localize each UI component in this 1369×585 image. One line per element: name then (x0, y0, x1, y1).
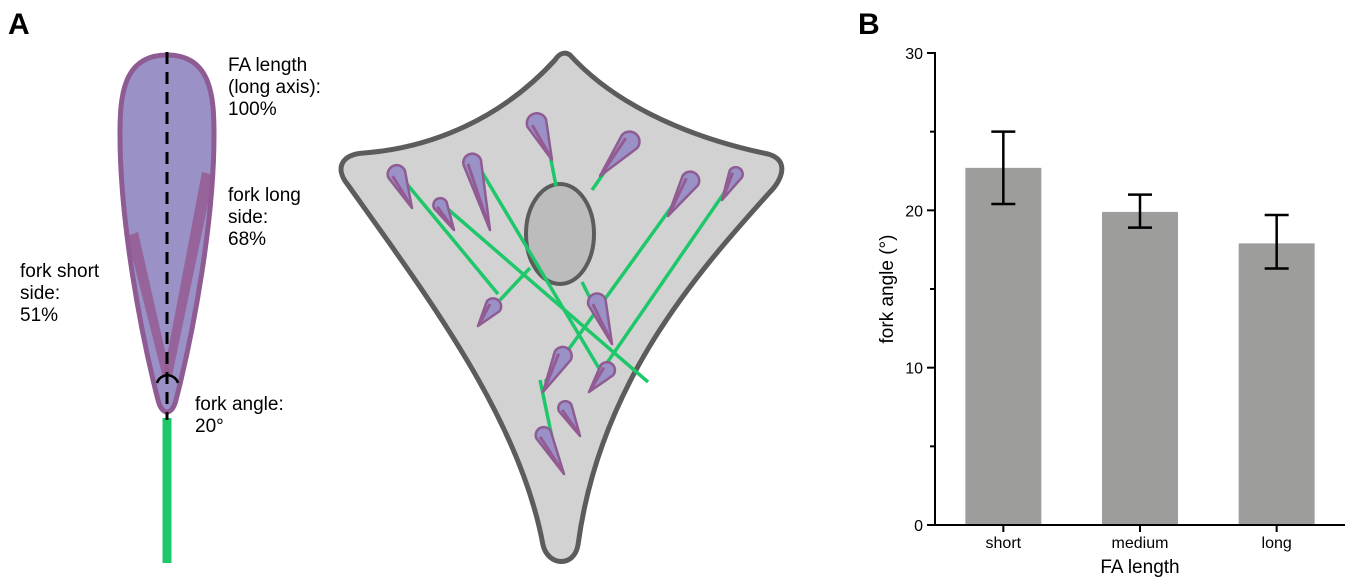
fork-angle-label-1: fork angle: (195, 394, 284, 415)
fa-length-label-2: (long axis): (228, 77, 321, 98)
bars (965, 167, 1315, 525)
focal-adhesion-3 (525, 112, 554, 162)
focal-adhesion-9 (541, 345, 573, 394)
nucleus (524, 182, 596, 286)
y-tick-label-1: 10 (905, 361, 923, 378)
single-focal-adhesion: FA length (long axis): 100% fork long si… (20, 52, 321, 563)
focal-adhesion-8 (586, 292, 614, 346)
focal-adhesion-5 (666, 170, 701, 218)
focal-adhesion-2 (462, 152, 492, 232)
fork-long-label-2: side: (228, 207, 268, 228)
error-bar-short (991, 130, 1016, 206)
focal-adhesion-1 (432, 196, 456, 232)
y-tick-label-3: 30 (905, 46, 923, 63)
x-axis-ticks: short medium long (986, 525, 1292, 552)
panel-label-b: B (858, 8, 880, 41)
stress-fiber-8 (580, 281, 592, 299)
fork-short-label-2: side: (20, 283, 60, 304)
fork-long-label-1: fork long (228, 185, 301, 206)
fork-short-label-3: 51% (20, 305, 58, 326)
fork-long-side (164, 172, 214, 376)
bar-short (965, 167, 1042, 525)
x-tick-label-long: long (1262, 535, 1292, 552)
bar-long (1238, 243, 1315, 525)
focal-adhesion-10 (587, 360, 617, 394)
fork-angle-arc (155, 374, 180, 384)
bar-medium (1102, 211, 1178, 525)
error-bar-medium (1128, 193, 1152, 229)
y-axis-ticks: 0 10 20 30 (905, 46, 935, 535)
cell-schematic (338, 50, 785, 564)
fa-length-label-3: 100% (228, 99, 277, 120)
x-tick-label-medium: medium (1112, 535, 1169, 552)
fork-short-label-1: fork short (20, 261, 100, 282)
panel-label-a: A (8, 8, 30, 41)
focal-adhesion-6 (720, 166, 744, 202)
stress-fiber-7 (498, 266, 532, 302)
focal-adhesion-12 (534, 425, 566, 476)
focal-adhesion-7 (476, 297, 503, 328)
error-bar-long (1264, 213, 1289, 270)
error-bars (991, 130, 1289, 270)
stress-fiber-0 (395, 170, 500, 296)
y-tick-label-0: 0 (914, 518, 923, 535)
focal-adhesion-11 (557, 400, 582, 438)
x-axis-title: FA length (1100, 557, 1179, 578)
fork-long-label-3: 68% (228, 229, 266, 250)
focal-adhesion-0 (386, 164, 414, 210)
fa-length-label-1: FA length (228, 55, 307, 76)
y-tick-label-2: 20 (905, 203, 923, 220)
bar-chart: 0 10 20 30 short medium long fork angle (°) F… (877, 46, 1345, 578)
fork-angle-label-2: 20° (195, 416, 224, 437)
stress-fiber-6 (596, 179, 735, 377)
y-axis-title: fork angle (°) (877, 235, 898, 344)
fork-short-side (127, 232, 170, 378)
focal-adhesions (386, 112, 744, 476)
focal-adhesion-4 (598, 130, 641, 178)
x-tick-label-short: short (986, 535, 1022, 552)
